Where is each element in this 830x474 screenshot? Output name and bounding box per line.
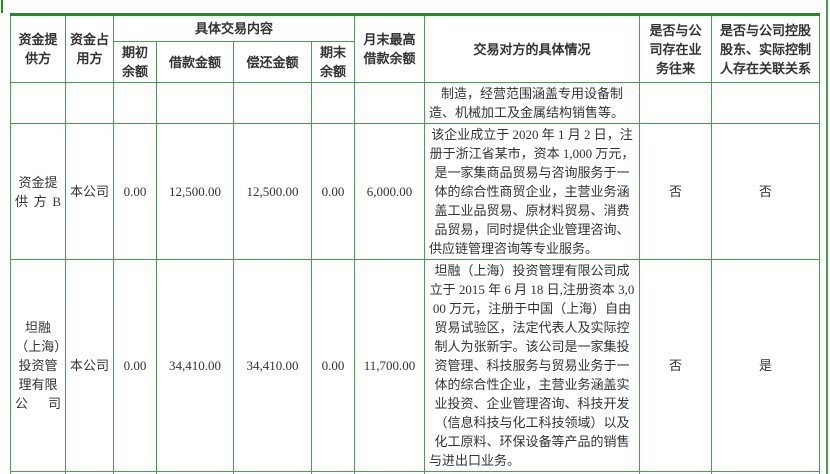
table-row-continuation: 制造，经营范围涵盖专用设备制造、机械加工及金属结构销售等。 bbox=[10, 82, 821, 124]
business-with-company-cell: 否 bbox=[639, 259, 713, 472]
counterparty-details-cell: 制造，经营范围涵盖专用设备制造、机械加工及金属结构销售等。 bbox=[424, 82, 641, 124]
header-closing-balance: 期末余额 bbox=[310, 41, 356, 83]
table-row-provider-b: 资金提供方B 本公司 0.00 12,500.00 12,500.00 0.00… bbox=[10, 123, 821, 260]
header-business-with-company: 是否与公司存在业务往来 bbox=[639, 14, 713, 83]
business-with-company-cell: 否 bbox=[639, 123, 713, 260]
header-max-month-end-balance: 月末最高借款余额 bbox=[354, 14, 426, 83]
header-counterparty-details: 交易对方的具体情况 bbox=[424, 14, 641, 83]
fund-occupier-cell bbox=[65, 82, 114, 124]
header-repay-amount: 偿还金额 bbox=[233, 41, 312, 83]
closing-balance-cell: 0.00 bbox=[310, 259, 356, 472]
table-row-total: 合计 0.00 100,304.96 100,304.96 0.00 bbox=[10, 471, 821, 474]
closing-balance-cell: 0.00 bbox=[310, 123, 356, 260]
related-to-controller-cell: 否 bbox=[711, 123, 821, 260]
top-left-border-fragment bbox=[1, 0, 3, 13]
max-balance-cell: 11,700.00 bbox=[354, 259, 426, 472]
header-transactions-group: 具体交易内容 bbox=[112, 14, 356, 42]
header-fund-occupier: 资金占用方 bbox=[65, 14, 114, 83]
repay-amount-cell: 12,500.00 bbox=[233, 123, 312, 260]
related-to-controller-cell bbox=[711, 471, 821, 474]
opening-balance-cell: 0.00 bbox=[113, 259, 157, 472]
related-to-controller-cell: 是 bbox=[711, 259, 821, 472]
borrow-amount-cell: 34,410.00 bbox=[156, 259, 234, 472]
max-balance-cell bbox=[354, 82, 426, 124]
repay-amount-cell bbox=[233, 82, 312, 124]
header-fund-provider: 资金提供方 bbox=[10, 14, 66, 83]
fund-provider-cell: 坦融（上海）投资管理有限公司 bbox=[10, 259, 66, 472]
header-row-1: 资金提供方 资金占用方 具体交易内容 月末最高借款余额 交易对方的具体情况 是否… bbox=[10, 14, 821, 83]
header-borrow-amount: 借款金额 bbox=[156, 41, 234, 83]
business-with-company-cell bbox=[639, 82, 713, 124]
borrow-amount-cell bbox=[156, 82, 234, 124]
related-to-controller-cell bbox=[711, 82, 821, 124]
repay-amount-cell: 34,410.00 bbox=[233, 259, 312, 472]
fund-provider-cell: 资金提供方B bbox=[10, 123, 66, 260]
fund-occupier-cell: 本公司 bbox=[65, 123, 114, 260]
fund-provider-cell bbox=[10, 82, 66, 124]
header-related-to-controller: 是否与公司控股股东、实际控制人存在关联关系 bbox=[711, 14, 821, 83]
max-balance-cell: 6,000.00 bbox=[354, 123, 426, 260]
borrow-amount-cell: 12,500.00 bbox=[156, 123, 234, 260]
table-row-tanrong: 坦融（上海）投资管理有限公司 本公司 0.00 34,410.00 34,410… bbox=[10, 259, 821, 472]
page-right-rule bbox=[826, 0, 828, 474]
counterparty-details-cell: 坦融（上海）投资管理有限公司成立于 2015 年 6 月 18 日,注册资本 3… bbox=[424, 259, 641, 472]
fund-occupier-cell: 本公司 bbox=[65, 259, 114, 472]
header-opening-balance: 期初余额 bbox=[113, 41, 157, 83]
opening-balance-cell bbox=[113, 82, 157, 124]
total-closing-balance-cell: 0.00 bbox=[310, 471, 356, 474]
closing-balance-cell bbox=[310, 82, 356, 124]
opening-balance-cell: 0.00 bbox=[113, 123, 157, 260]
header-row-2: 期初余额 借款金额 偿还金额 期末余额 bbox=[11, 41, 820, 83]
fund-occupation-table: 资金提供方 资金占用方 具体交易内容 月末最高借款余额 交易对方的具体情况 是否… bbox=[10, 13, 821, 474]
counterparty-details-cell: 该企业成立于 2020 年 1 月 2 日，注册于浙江省某市，资本 1,000 … bbox=[424, 123, 641, 260]
